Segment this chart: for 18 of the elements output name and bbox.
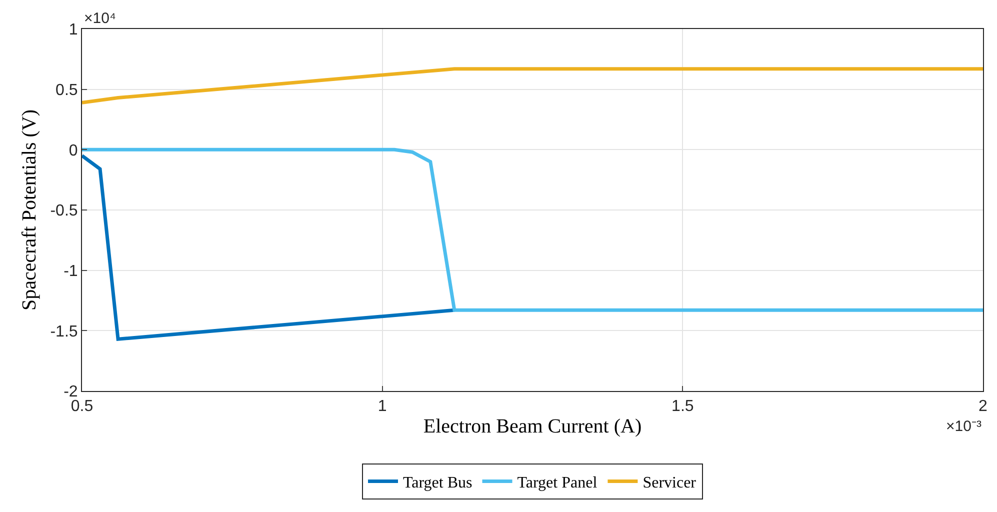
y-tick-label: -2 xyxy=(64,384,78,401)
y-tick-label: -1 xyxy=(64,262,78,280)
y-tick-label: -1.5 xyxy=(50,323,78,340)
y-tick-label: 1 xyxy=(68,22,78,39)
x-tick-label: 2 xyxy=(978,398,988,416)
y-tick-label: -0.5 xyxy=(50,202,78,220)
legend-label: Target Panel xyxy=(517,474,598,492)
text: ×10⁴ xyxy=(84,10,116,27)
x-tick-label: 1.5 xyxy=(672,398,694,416)
legend-label: Servicer xyxy=(642,474,697,492)
y-tick-label: 0 xyxy=(68,142,78,160)
y-axis-title: Spacecraft Potentials (V) xyxy=(18,109,41,311)
x-axis-title: Electron Beam Current (A) xyxy=(423,416,642,438)
x-tick-label: 1 xyxy=(378,398,387,416)
y-tick-label: 0.5 xyxy=(56,82,78,99)
legend-label: Target Bus xyxy=(403,474,472,492)
text: ×10⁻³ xyxy=(946,418,982,435)
line-series xyxy=(82,148,983,312)
